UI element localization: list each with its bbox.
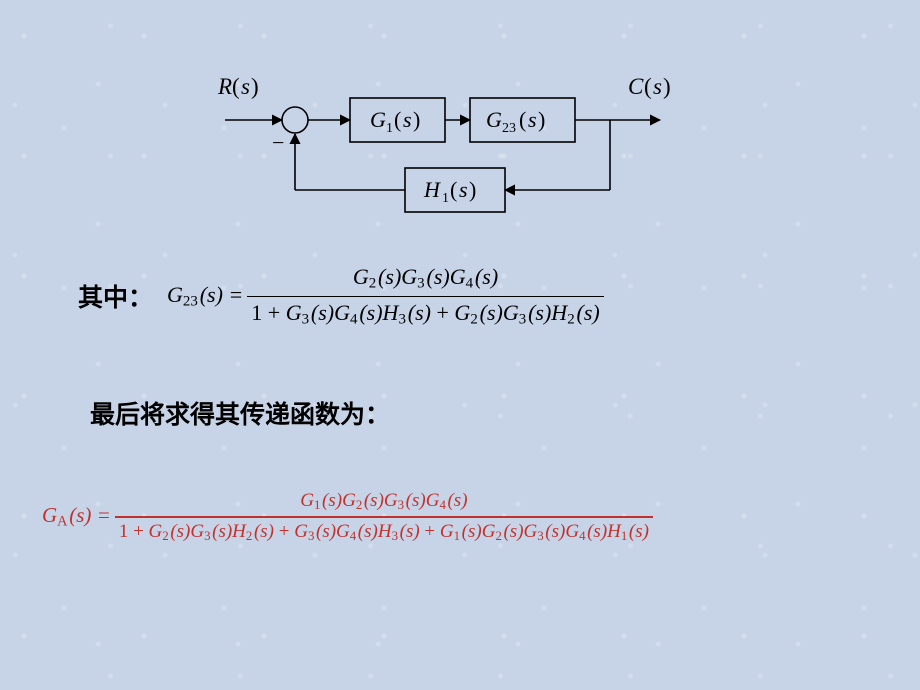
block-g1-s: s xyxy=(403,107,412,132)
sum-junction xyxy=(282,107,308,133)
eq2-bar xyxy=(115,516,653,518)
block-g23-label: G xyxy=(486,107,502,132)
block-h1-sub: 1 xyxy=(442,191,449,206)
eq2-frac: G1 (s)G2 (s)G3 (s)G4 (s) 1 + G2 (s)G3 (s… xyxy=(115,490,653,544)
block-g1-paren2: ) xyxy=(413,107,420,132)
output-label: C xyxy=(628,74,644,99)
eq2: GA (s) = G1 (s)G2 (s)G3 (s)G4 (s) 1 + G2… xyxy=(42,490,653,544)
eq2-num: G1 (s)G2 (s)G3 (s)G4 (s) xyxy=(296,490,471,513)
output-label-p1: ( xyxy=(644,74,652,99)
where-label: 其中： xyxy=(78,278,153,314)
output-label-s: s xyxy=(653,74,662,99)
eq2-lhs: GA (s) = xyxy=(42,503,111,531)
eq2-den: 1 + G2 (s)G3 (s)H2 (s) + G3 (s)G4 (s)H3 … xyxy=(115,521,653,544)
eq1-bar xyxy=(247,296,603,298)
block-g1-paren: ( xyxy=(394,107,401,132)
block-g23-paren: ( xyxy=(519,107,526,132)
input-label: R xyxy=(217,74,232,99)
eq2-row: GA (s) = G1 (s)G2 (s)G3 (s)G4 (s) 1 + G2… xyxy=(42,490,900,544)
block-g23-paren2: ) xyxy=(538,107,545,132)
block-g1-sub: 1 xyxy=(386,121,393,136)
slide: R ( s ) − G 1 ( s ) G 23 ( xyxy=(0,0,920,690)
block-h1-p1: ( xyxy=(450,177,457,202)
eq1-lhs: G23 (s) = xyxy=(167,282,243,311)
eq1-row: 其中： G23 (s) = G2 (s)G3 (s)G4 (s) 1 + G3 … xyxy=(78,264,604,329)
eq1-frac: G2 (s)G3 (s)G4 (s) 1 + G3 (s)G4 (s)H3 (s… xyxy=(247,264,603,329)
eq1: G23 (s) = G2 (s)G3 (s)G4 (s) 1 + G3 (s)G… xyxy=(167,264,604,329)
eq1-den: 1 + G3 (s)G4 (s)H3 (s) + G2 (s)G3 (s)H2 … xyxy=(247,300,603,329)
final-label: 最后将求得其传递函数为： xyxy=(90,395,390,431)
block-g23-sub: 23 xyxy=(502,121,516,136)
block-g1-label: G xyxy=(370,107,386,132)
block-diagram-svg: R ( s ) − G 1 ( s ) G 23 ( xyxy=(210,68,710,228)
block-h1-label: H xyxy=(423,177,441,202)
input-label-paren2: ) xyxy=(251,74,259,99)
block-h1-s: s xyxy=(459,177,468,202)
eq1-num: G2 (s)G3 (s)G4 (s) xyxy=(349,264,502,293)
sum-minus: − xyxy=(272,130,284,155)
input-label-s: s xyxy=(241,74,250,99)
block-h1-p2: ) xyxy=(469,177,476,202)
block-diagram: R ( s ) − G 1 ( s ) G 23 ( xyxy=(210,68,710,218)
input-label-paren: ( xyxy=(232,74,240,99)
output-label-p2: ) xyxy=(663,74,671,99)
block-g23-s: s xyxy=(528,107,537,132)
